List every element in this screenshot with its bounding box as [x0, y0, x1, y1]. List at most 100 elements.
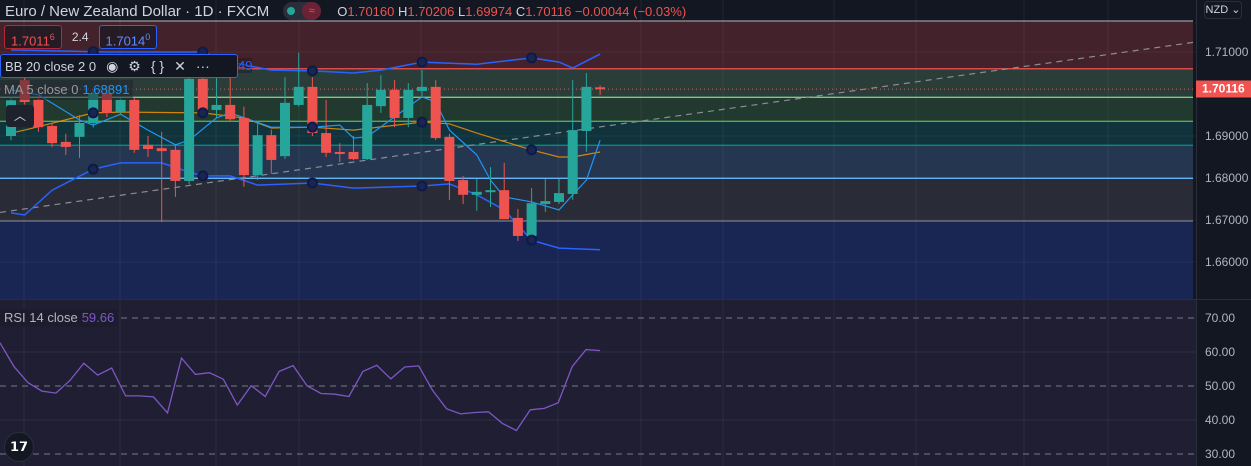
bb-drag-handle[interactable]: [197, 107, 209, 119]
bb-drag-handle[interactable]: [416, 180, 428, 192]
fib-zone: [0, 221, 1193, 300]
candle-body: [499, 190, 510, 220]
bb-drag-handle[interactable]: [306, 177, 318, 189]
bb-drag-handle[interactable]: [526, 52, 538, 64]
rsi-background: [0, 300, 1196, 466]
ma-value: 1.68891: [82, 82, 130, 97]
ma-label: MA 5 close 0: [4, 82, 79, 97]
candle-body: [362, 104, 373, 160]
candle-body: [143, 144, 153, 150]
bb-drag-handle[interactable]: [306, 121, 318, 133]
candle-body: [307, 86, 318, 134]
chevron-down-icon: ⌄: [1231, 4, 1241, 16]
candle-body: [184, 78, 195, 181]
fib-zone: [0, 121, 1193, 146]
axis-separator: [1197, 299, 1251, 300]
price-axis[interactable]: 1.71000 1.69000 1.68000 1.67000 1.66000 70.00…: [1196, 0, 1251, 466]
change-value: −0.00044 (−0.03%): [574, 3, 687, 19]
tradingview-logo[interactable]: 𝟭𝟳: [4, 432, 34, 462]
rsi-tick-label: 50.00: [1205, 379, 1236, 393]
candle-body: [33, 99, 44, 128]
currency-selector[interactable]: NZD ⌄: [1204, 1, 1242, 19]
candle-body: [101, 93, 112, 113]
candle-body: [60, 141, 71, 147]
candle-body: [266, 135, 277, 160]
chevron-up-icon: ︿: [13, 109, 26, 123]
fib-zone: [0, 97, 1193, 122]
candle-body: [540, 201, 551, 205]
candle-body: [252, 135, 263, 176]
more-icon[interactable]: ···: [195, 58, 210, 74]
candle-body: [211, 104, 222, 110]
candle-body: [458, 180, 469, 195]
candle-body: [334, 151, 345, 154]
open-value: 1.70160: [347, 3, 395, 19]
ma-line: [10, 89, 601, 211]
fib-zone: [0, 178, 1193, 222]
candle-body: [526, 203, 537, 236]
buy-price: 1.7014: [105, 33, 146, 49]
candle-body: [47, 125, 58, 144]
trade-buttons: 1.70116 2.4 1.70140: [4, 25, 158, 49]
sell-price-pip: 6: [49, 32, 55, 42]
gear-icon[interactable]: ⚙: [128, 57, 141, 74]
bb-drag-handle[interactable]: [306, 65, 318, 77]
bb-drag-handle[interactable]: [416, 56, 428, 68]
collapse-legend-button[interactable]: ︿: [6, 105, 34, 127]
bb-value: 49: [238, 58, 253, 73]
candle-body: [444, 136, 455, 181]
buy-button[interactable]: 1.70140: [98, 25, 158, 49]
price-tick-label: 1.69000: [1205, 129, 1249, 143]
sell-button[interactable]: 1.70116: [4, 25, 62, 49]
braces-icon[interactable]: { }: [150, 58, 165, 74]
candle-body: [129, 99, 140, 150]
bb-drag-handle[interactable]: [197, 170, 209, 182]
candle-body: [389, 89, 400, 118]
bb-legend[interactable]: BB 20 close 2 0 ◉ ⚙ { } ✕ ···: [0, 54, 238, 78]
price-chart[interactable]: [0, 0, 1196, 300]
symbol-title[interactable]: Euro / New Zealand Dollar · 1D · FXCM: [5, 2, 270, 20]
rsi-tick-label: 30.00: [1205, 447, 1236, 461]
last-price-label: 1.70116: [1196, 80, 1251, 98]
bb-drag-handle[interactable]: [87, 163, 99, 175]
eye-icon[interactable]: ◉: [106, 57, 119, 74]
candle-body: [293, 86, 304, 105]
price-tick-label: 1.67000: [1205, 213, 1249, 227]
rsi-tick-label: 40.00: [1205, 413, 1236, 427]
currency-label: NZD: [1205, 4, 1229, 16]
candle-body: [512, 217, 523, 236]
candle-body: [321, 133, 332, 153]
buy-price-pip: 0: [145, 32, 151, 42]
candle-body: [403, 89, 414, 118]
rsi-chart[interactable]: [0, 300, 1196, 466]
ma-legend[interactable]: MA 5 close 0 1.68891: [0, 80, 134, 100]
candle-body: [115, 99, 126, 113]
bb-drag-handle[interactable]: [87, 107, 99, 119]
market-open-dot-icon: [287, 7, 296, 15]
bb-drag-handle[interactable]: [526, 234, 538, 246]
sell-price: 1.7011: [11, 33, 50, 49]
candle-body: [417, 86, 427, 92]
price-tick-label: 1.71000: [1205, 45, 1249, 59]
bb-drag-handle[interactable]: [416, 116, 428, 128]
rsi-legend[interactable]: RSI 14 close 59.66: [0, 309, 119, 327]
candle-body: [156, 148, 167, 152]
price-tick-label: 1.66000: [1205, 255, 1249, 269]
price-tick-label: 1.68000: [1205, 171, 1249, 185]
symbol-header: Euro / New Zealand Dollar · 1D · FXCM ≈ …: [5, 2, 686, 20]
close-value: 1.70116: [525, 3, 572, 19]
candle-body: [74, 122, 85, 137]
candle-body: [430, 86, 441, 139]
candle-body: [567, 130, 578, 194]
close-icon[interactable]: ✕: [174, 57, 186, 74]
rsi-value: 59.66: [81, 310, 115, 325]
bb-label: BB 20 close 2 0: [5, 58, 97, 74]
candle-body: [170, 149, 181, 181]
candle-body: [595, 87, 606, 90]
bb-drag-handle[interactable]: [526, 144, 538, 156]
trend-line: [0, 41, 1194, 214]
ohlc-readout: O1.70160 H1.70206 L1.69974 C1.70116 −0.0…: [337, 4, 686, 19]
market-status[interactable]: ≈: [283, 2, 322, 20]
low-label: L: [458, 3, 466, 19]
close-label: C: [515, 3, 526, 19]
